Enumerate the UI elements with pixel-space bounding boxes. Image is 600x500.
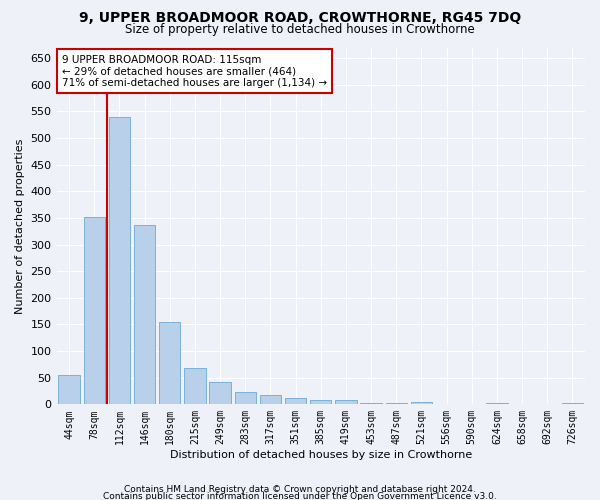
Bar [83, 217, 105, 404]
Bar [285, 398, 307, 404]
Bar [562, 402, 583, 404]
X-axis label: Distribution of detached houses by size in Crowthorne: Distribution of detached houses by size … [170, 450, 472, 460]
Bar [109, 116, 130, 405]
Bar [134, 225, 155, 404]
Y-axis label: Number of detached properties: Number of detached properties [15, 138, 25, 314]
Text: 9 UPPER BROADMOOR ROAD: 115sqm
← 29% of detached houses are smaller (464)
71% of: 9 UPPER BROADMOOR ROAD: 115sqm ← 29% of … [62, 54, 327, 88]
Bar [260, 394, 281, 404]
Bar [235, 392, 256, 404]
Text: Contains public sector information licensed under the Open Government Licence v3: Contains public sector information licen… [103, 492, 497, 500]
Bar [411, 402, 432, 404]
Text: 9, UPPER BROADMOOR ROAD, CROWTHORNE, RG45 7DQ: 9, UPPER BROADMOOR ROAD, CROWTHORNE, RG4… [79, 10, 521, 24]
Bar [159, 322, 181, 404]
Text: Size of property relative to detached houses in Crowthorne: Size of property relative to detached ho… [125, 24, 475, 36]
Bar [184, 368, 206, 405]
Bar [58, 375, 80, 404]
Bar [209, 382, 231, 404]
Text: Contains HM Land Registry data © Crown copyright and database right 2024.: Contains HM Land Registry data © Crown c… [124, 484, 476, 494]
Bar [310, 400, 331, 404]
Bar [335, 400, 356, 404]
